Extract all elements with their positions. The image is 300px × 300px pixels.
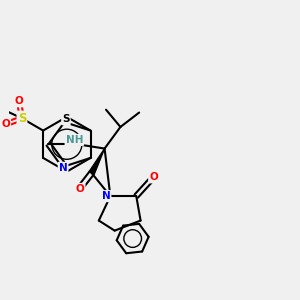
Text: S: S	[18, 112, 26, 125]
Text: O: O	[76, 184, 85, 194]
Polygon shape	[89, 148, 105, 174]
Text: N: N	[59, 163, 68, 173]
Text: NH: NH	[66, 135, 83, 145]
Text: N: N	[102, 191, 110, 201]
Text: O: O	[15, 96, 23, 106]
Text: O: O	[1, 119, 10, 129]
Text: O: O	[149, 172, 158, 182]
Text: S: S	[62, 114, 70, 124]
